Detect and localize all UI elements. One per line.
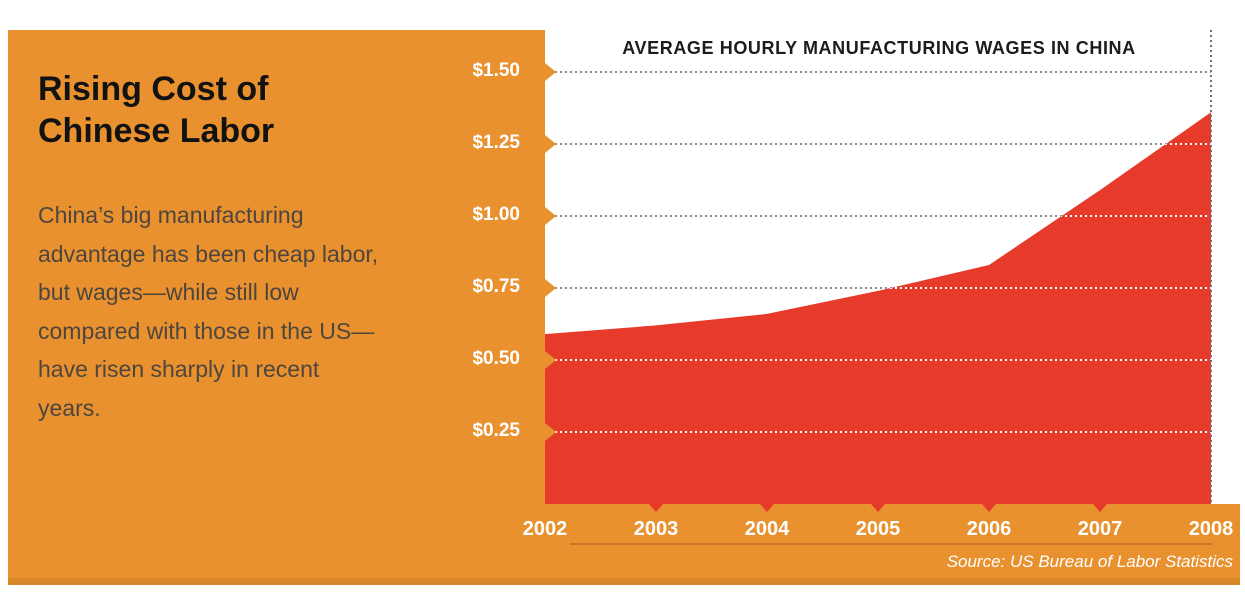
page-title-line: Rising Cost of <box>38 70 269 108</box>
x-tick-label-year: 2008 <box>1188 518 1234 540</box>
axis-notch-arrow <box>545 135 556 153</box>
axis-notch-arrow <box>545 351 556 369</box>
axis-notch-arrow <box>545 279 556 297</box>
source-attribution: Source: US Bureau of Labor Statistics <box>946 552 1233 571</box>
axis-notch-arrow <box>545 423 556 441</box>
panel-bottom-edge-shade <box>8 578 1240 585</box>
x-tick-label-year: 2002 <box>522 518 568 540</box>
wages-area-chart <box>545 30 1212 513</box>
page-title: Rising Cost of Chinese Labor <box>38 68 518 152</box>
wage-area-series <box>545 112 1211 513</box>
chart-title: AVERAGE HOURLY MANUFACTURING WAGES IN CH… <box>622 38 1136 58</box>
y-tick-label: $0.50 <box>472 348 520 369</box>
axis-notch-arrow <box>545 207 556 225</box>
panel-description-line: compared with those in the US— <box>38 317 375 344</box>
y-tick-label: $0.25 <box>472 420 520 441</box>
y-tick-label: $0.75 <box>472 276 520 297</box>
x-tick-label-year: 2006 <box>966 518 1012 540</box>
panel-description-line: but wages—while still low <box>38 279 299 305</box>
axis-notch-arrow <box>545 63 556 81</box>
footer-separator-line <box>570 543 1212 545</box>
panel-description-line: advantage has been cheap labor, <box>38 240 379 267</box>
panel-description: China’s big manufacturing advantage has b… <box>38 196 508 427</box>
x-tick-label-year: 2004 <box>744 518 790 540</box>
x-tick-label-year: 2007 <box>1077 518 1123 540</box>
x-tick-label-year: 2003 <box>633 518 679 540</box>
y-tick-label: $1.00 <box>472 204 520 225</box>
panel-description-line: China’s big manufacturing <box>38 202 304 228</box>
y-tick-label: $1.25 <box>472 132 520 153</box>
panel-description-line: years. <box>38 394 101 421</box>
x-tick-label-year: 2005 <box>855 518 901 540</box>
page-title-line: Chinese Labor <box>38 112 275 150</box>
y-tick-label: $1.50 <box>472 60 520 81</box>
panel-description-line: have risen sharply in recent <box>38 356 320 382</box>
